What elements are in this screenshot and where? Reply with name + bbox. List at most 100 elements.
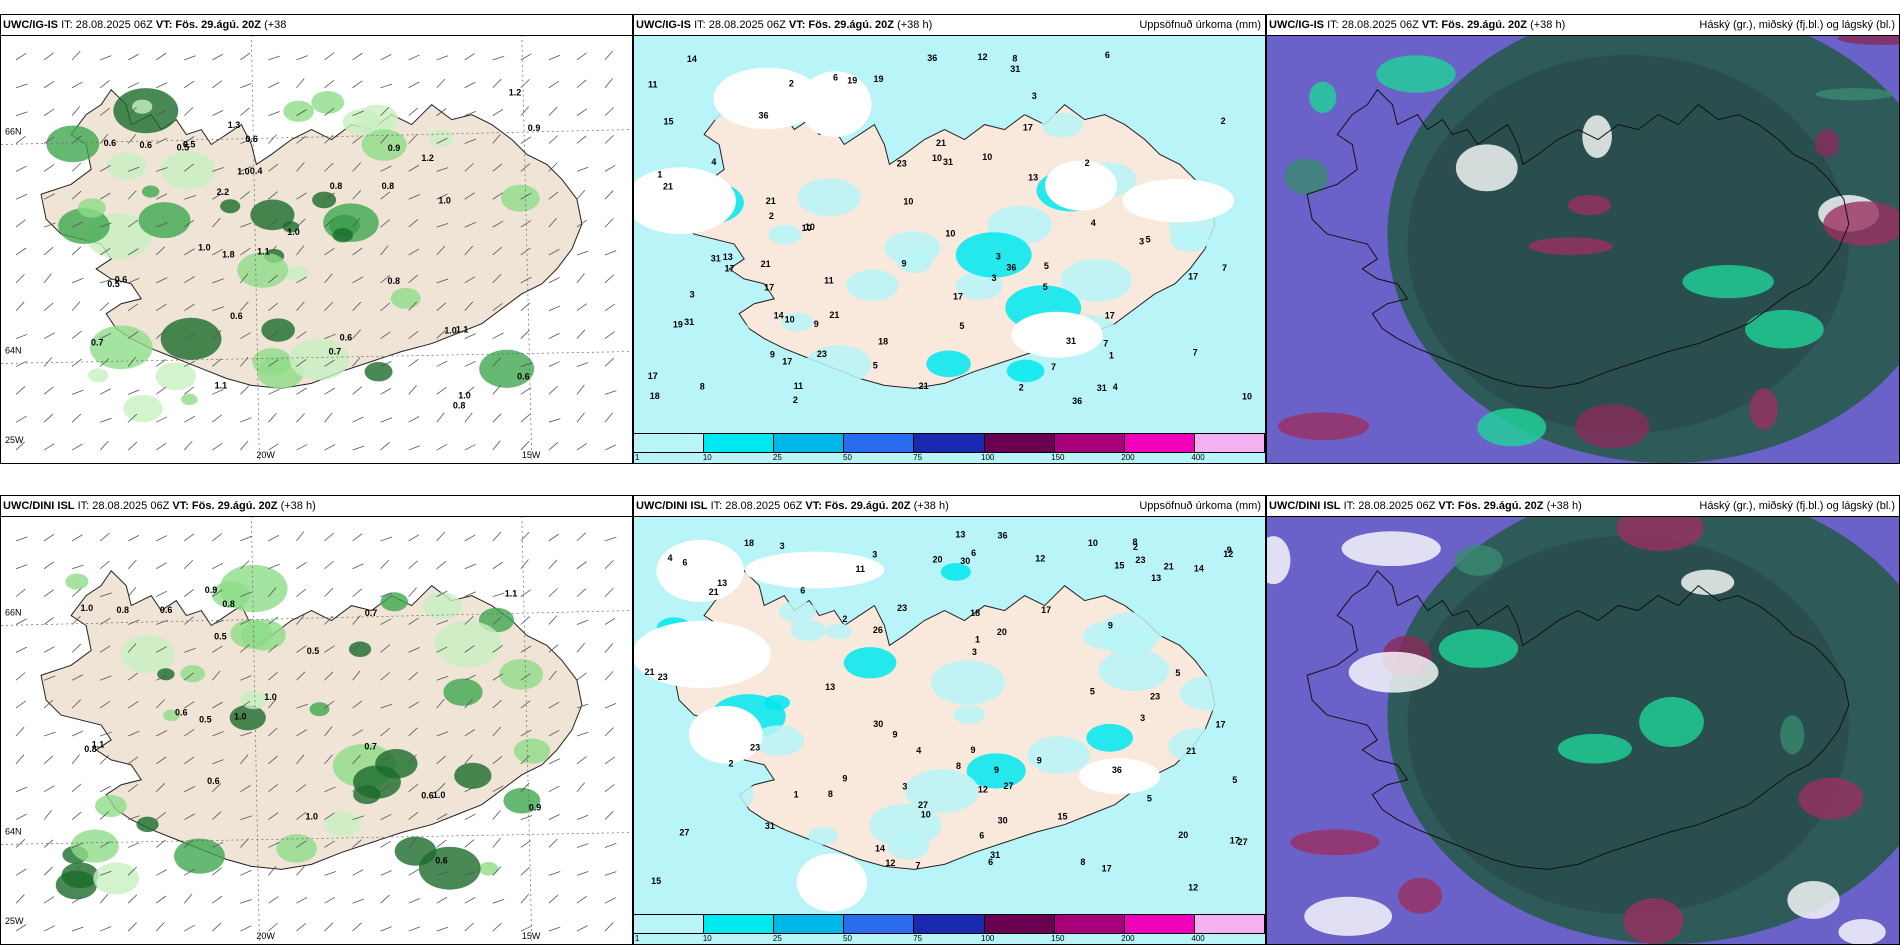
- wind-barb: [408, 358, 419, 367]
- wind-barb: [155, 922, 165, 932]
- panel-variable-label: Háský (gr.), miðský (fj.bl.) og lágský (…: [1699, 500, 1895, 512]
- wind-barb: [520, 329, 530, 339]
- wind-barb: [352, 839, 362, 848]
- wind-barb: [352, 190, 362, 200]
- wind-barb: [464, 729, 476, 737]
- precip-value-label: 10: [945, 228, 955, 238]
- colorbar-swatch: [634, 434, 705, 452]
- panel-header: UWC/IG-IS IT: 28.08.2025 06Z VT: Fös. 29…: [1267, 15, 1899, 36]
- wind-barb: [352, 301, 362, 311]
- dry-area: [634, 167, 736, 235]
- precip-blob: [454, 762, 492, 789]
- wind-barb: [99, 532, 110, 542]
- precip-blob: [479, 349, 535, 388]
- precip-area: [726, 322, 749, 336]
- wind-barb: [604, 134, 614, 144]
- wind-barb: [240, 440, 249, 451]
- wind-value-label: 0.9: [205, 585, 218, 595]
- colorbar-tick: 10: [702, 934, 712, 943]
- map-precip-dini: 3 27 9 36 6 12 3 17 8 21 5 4 1 7 6 9 2 23 30 27 1 31 27 8 18 9 23 1…: [634, 516, 1265, 944]
- cloud-layer-blob: [1682, 265, 1774, 299]
- precip-value-label: 23: [897, 603, 907, 613]
- wind-barb: [548, 670, 557, 681]
- wind-barb: [352, 700, 363, 709]
- wind-barb: [520, 559, 529, 570]
- lat-gridline: [1, 610, 632, 626]
- precip-value-label: 5: [873, 360, 878, 370]
- wind-barb: [99, 358, 110, 367]
- wind-barb: [352, 162, 362, 172]
- cloud-layer-blob: [1838, 919, 1886, 944]
- panel-cloud-igis: UWC/IG-IS IT: 28.08.2025 06Z VT: Fös. 29…: [1266, 14, 1900, 464]
- cloud-layer-blob: [1787, 880, 1840, 919]
- wind-barb: [268, 896, 279, 904]
- wind-barb: [352, 217, 361, 228]
- precip-value-label: 21: [709, 587, 719, 597]
- wind-barb: [184, 276, 195, 284]
- precip-value-label: 7: [915, 861, 920, 871]
- wind-barb: [296, 413, 305, 423]
- wind-value-label: 0.6: [104, 138, 117, 148]
- precip-blob: [220, 199, 241, 214]
- wind-barb: [492, 192, 504, 200]
- wind-barb: [576, 384, 585, 395]
- wind-barb: [380, 417, 392, 423]
- precip-value-label: 17: [725, 263, 735, 273]
- wind-barb: [43, 136, 55, 144]
- cloud-layer-blob: [1616, 516, 1704, 551]
- cloud-layer-blob: [1567, 195, 1612, 216]
- wind-barb: [464, 333, 476, 339]
- panel-header: UWC/IG-IS IT: 28.08.2025 06Z VT: Fös. 29…: [634, 15, 1265, 36]
- precip-blob: [88, 368, 109, 383]
- wind-barb: [464, 698, 473, 709]
- wind-barb: [380, 703, 393, 709]
- wind-barb: [352, 782, 361, 792]
- precip-colorbar: [634, 914, 1265, 934]
- wind-barb: [492, 78, 502, 89]
- wind-barb: [520, 531, 530, 542]
- precip-value-label: 13: [955, 530, 965, 540]
- panel-precip-dini: UWC/DINI ISL IT: 28.08.2025 06Z VT: Fös.…: [633, 495, 1266, 945]
- wind-barb: [156, 646, 167, 653]
- wind-barb: [156, 869, 168, 876]
- wind-barb: [436, 386, 447, 395]
- wind-barb: [156, 535, 168, 542]
- wind-barb: [240, 222, 252, 228]
- axis-label: 20W: [256, 931, 275, 941]
- wind-barb: [436, 813, 448, 820]
- colorbar-swatch: [704, 915, 775, 933]
- wind-barb: [155, 783, 166, 792]
- wind-barb: [576, 782, 585, 792]
- wind-barb: [296, 55, 308, 61]
- cloud-map-svg: [1267, 35, 1899, 463]
- wind-barb: [155, 699, 165, 709]
- wind-barb: [71, 534, 83, 542]
- wind-barb: [604, 390, 617, 395]
- wind-barb: [296, 218, 306, 228]
- wind-barb: [127, 248, 139, 256]
- axis-label: 20W: [256, 450, 275, 460]
- colorbar-tick: 10: [702, 453, 712, 462]
- wind-barb: [128, 389, 140, 395]
- wind-barb: [15, 301, 25, 311]
- wind-barb: [548, 54, 561, 61]
- wind-barb: [127, 756, 139, 765]
- cloud-layer-blob: [1277, 412, 1370, 441]
- precip-value-label: 23: [1150, 692, 1160, 702]
- wind-barb: [324, 218, 334, 228]
- wind-barb: [296, 754, 305, 765]
- wind-barb: [15, 247, 27, 256]
- wind-barb: [324, 922, 334, 932]
- wind-barb: [240, 731, 252, 737]
- precip-blob: [141, 185, 160, 198]
- colorbar-swatch: [844, 434, 915, 452]
- colorbar-swatch: [1054, 915, 1125, 933]
- wind-barb: [464, 245, 473, 256]
- wind-barb: [212, 731, 224, 737]
- wind-barb: [380, 361, 392, 367]
- wind-barb: [548, 332, 560, 339]
- precip-value-label: 5: [1043, 282, 1048, 292]
- wind-barb: [156, 675, 168, 681]
- wind-barb: [71, 246, 82, 256]
